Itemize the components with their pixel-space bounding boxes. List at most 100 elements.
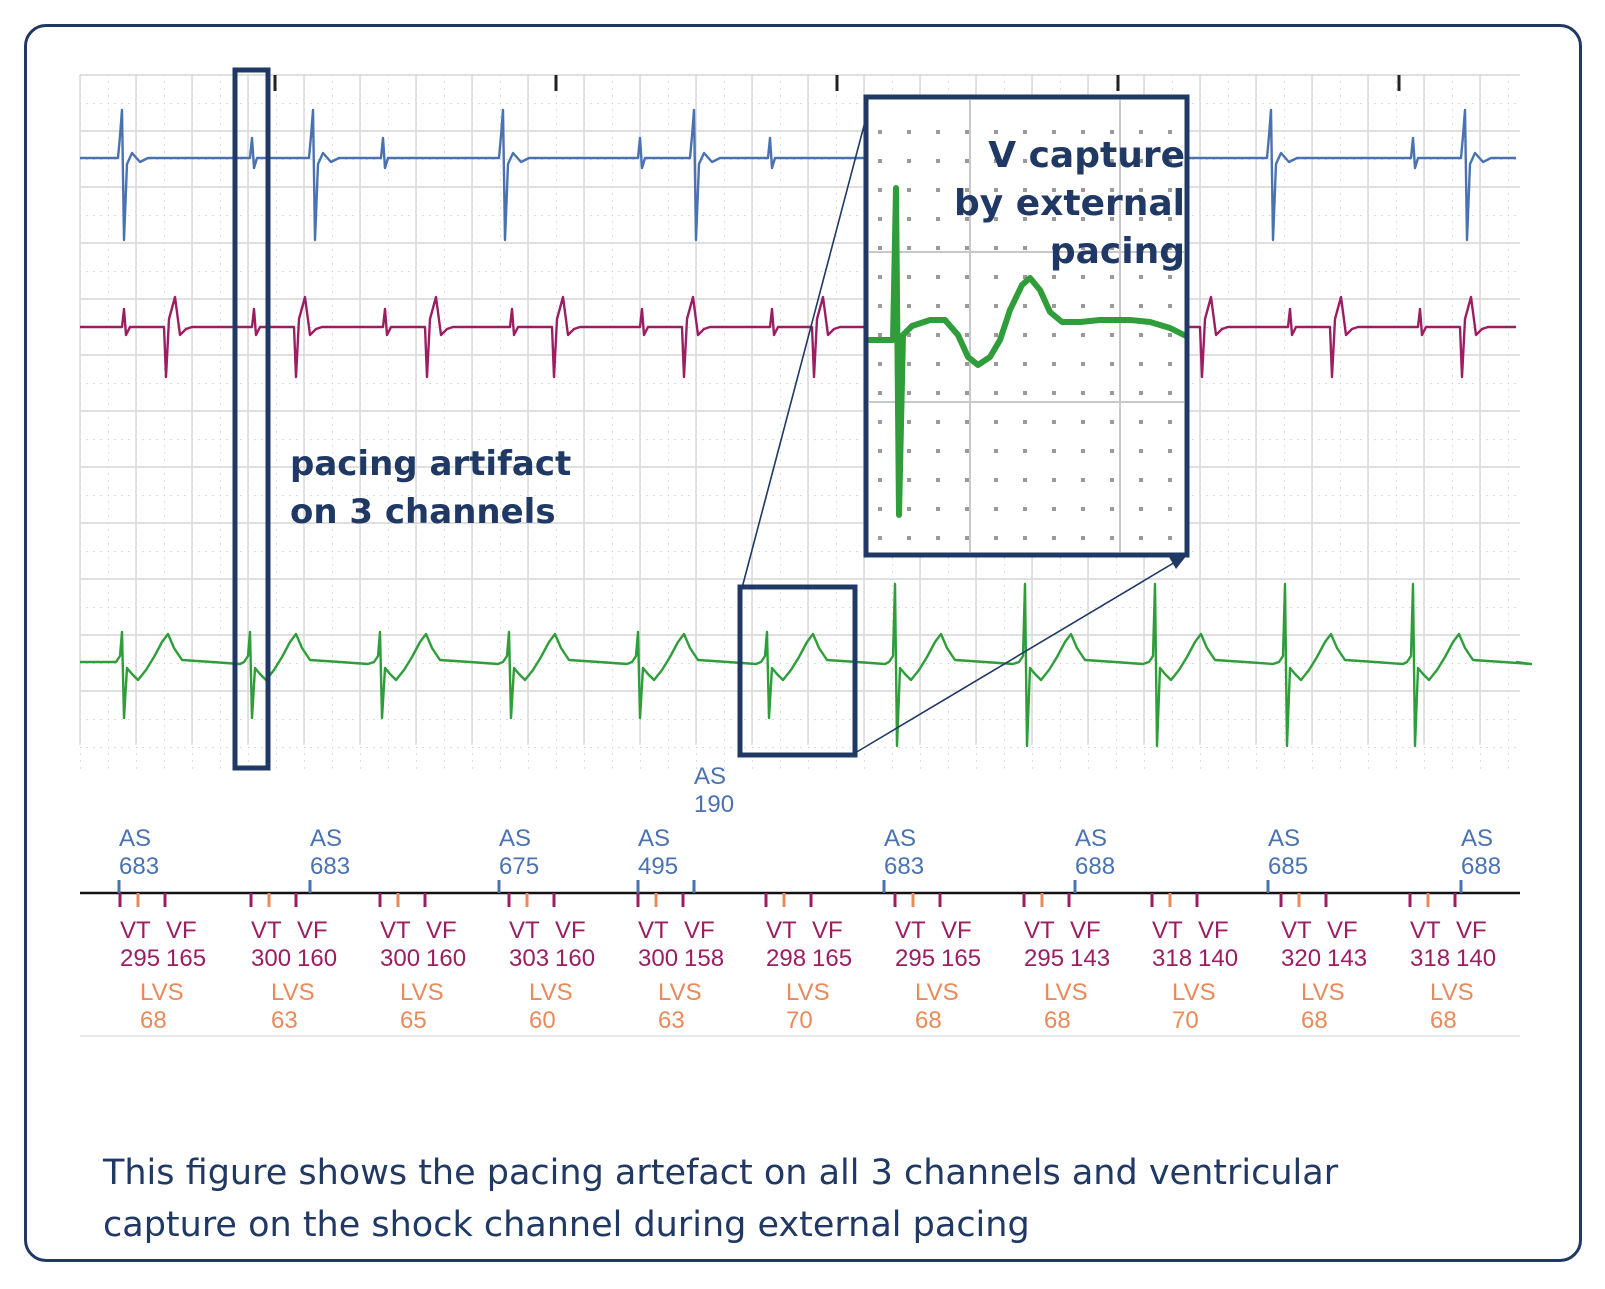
as-marker-label: AS <box>694 763 726 790</box>
vf-value: 165 <box>166 945 206 972</box>
vf-label: VF <box>1070 917 1101 944</box>
as-marker-value: 495 <box>638 853 678 880</box>
vf-value: 143 <box>1327 945 1367 972</box>
vf-label: VF <box>426 917 457 944</box>
as-marker-value: 190 <box>694 791 734 818</box>
vt-label: VT <box>509 917 540 944</box>
vf-label: VF <box>812 917 843 944</box>
vf-label: VF <box>166 917 197 944</box>
as-marker-value: 683 <box>119 853 159 880</box>
lvs-label: LVS <box>400 979 444 1006</box>
lvs-label: LVS <box>1044 979 1088 1006</box>
as-marker-value: 688 <box>1461 853 1501 880</box>
vt-label: VT <box>1281 917 1312 944</box>
zoom-arrowhead <box>1169 555 1187 569</box>
as-marker-label: AS <box>1461 825 1493 852</box>
annotation-line: by external <box>953 183 1185 224</box>
vt-value: 303 <box>509 945 549 972</box>
as-marker-value: 685 <box>1268 853 1308 880</box>
vt-label: VT <box>895 917 926 944</box>
lvs-label: LVS <box>786 979 830 1006</box>
vf-value: 160 <box>297 945 337 972</box>
lvs-value: 60 <box>529 1007 556 1034</box>
lvs-value: 65 <box>400 1007 427 1034</box>
lvs-value: 68 <box>915 1007 942 1034</box>
as-marker-label: AS <box>119 825 151 852</box>
annotation-line: pacing <box>1049 231 1185 272</box>
vt-label: VT <box>1152 917 1183 944</box>
as-marker-label: AS <box>499 825 531 852</box>
vf-value: 140 <box>1456 945 1496 972</box>
vt-value: 298 <box>766 945 806 972</box>
lvs-value: 63 <box>271 1007 298 1034</box>
lvs-label: LVS <box>1301 979 1345 1006</box>
caption-line: This figure shows the pacing artefact on… <box>103 1153 1339 1193</box>
annotation-line: pacing artifact <box>290 444 572 484</box>
lvs-value: 70 <box>1172 1007 1199 1034</box>
lvs-label: LVS <box>140 979 184 1006</box>
lvs-value: 68 <box>140 1007 167 1034</box>
as-marker-value: 683 <box>884 853 924 880</box>
as-marker-label: AS <box>638 825 670 852</box>
vt-value: 300 <box>380 945 420 972</box>
as-marker-label: AS <box>1268 825 1300 852</box>
vt-label: VT <box>251 917 282 944</box>
capture-box <box>737 584 858 758</box>
atrial-trace <box>80 108 1516 242</box>
ecg-grid <box>79 74 1520 770</box>
lvs-value: 63 <box>658 1007 685 1034</box>
vt-label: VT <box>380 917 411 944</box>
vt-value: 320 <box>1281 945 1321 972</box>
vt-value: 318 <box>1410 945 1450 972</box>
pacing-artifact-annotation: pacing artifact on 3 channels <box>290 440 571 536</box>
zoom-line-lower <box>854 554 1188 754</box>
vf-label: VF <box>684 917 715 944</box>
as-marker-value: 683 <box>310 853 350 880</box>
lvs-label: LVS <box>1172 979 1216 1006</box>
shock-trace <box>80 582 1533 748</box>
lvs-value: 68 <box>1044 1007 1071 1034</box>
zoom-line-upper <box>741 117 867 589</box>
figure-frame <box>24 24 1582 1262</box>
vt-label: VT <box>766 917 797 944</box>
lvs-label: LVS <box>915 979 959 1006</box>
vf-label: VF <box>1198 917 1229 944</box>
annotation-line: on 3 channels <box>290 492 556 532</box>
v-capture-annotation: V capture by external pacing <box>905 132 1185 276</box>
vt-value: 295 <box>1024 945 1064 972</box>
capture-inset <box>863 94 1190 558</box>
vt-label: VT <box>1024 917 1055 944</box>
vt-label: VT <box>638 917 669 944</box>
as-marker-label: AS <box>1075 825 1107 852</box>
caption-line: capture on the shock channel during exte… <box>103 1205 1030 1245</box>
lvs-label: LVS <box>271 979 315 1006</box>
vf-label: VF <box>941 917 972 944</box>
vt-value: 295 <box>895 945 935 972</box>
time-ticks <box>273 75 1401 91</box>
vf-label: VF <box>1456 917 1487 944</box>
annotation-line: V capture <box>988 135 1185 176</box>
vt-value: 300 <box>638 945 678 972</box>
vt-value: 318 <box>1152 945 1192 972</box>
as-marker-label: AS <box>884 825 916 852</box>
vf-value: 158 <box>684 945 724 972</box>
vf-value: 160 <box>555 945 595 972</box>
as-marker-label: AS <box>310 825 342 852</box>
vf-value: 160 <box>426 945 466 972</box>
